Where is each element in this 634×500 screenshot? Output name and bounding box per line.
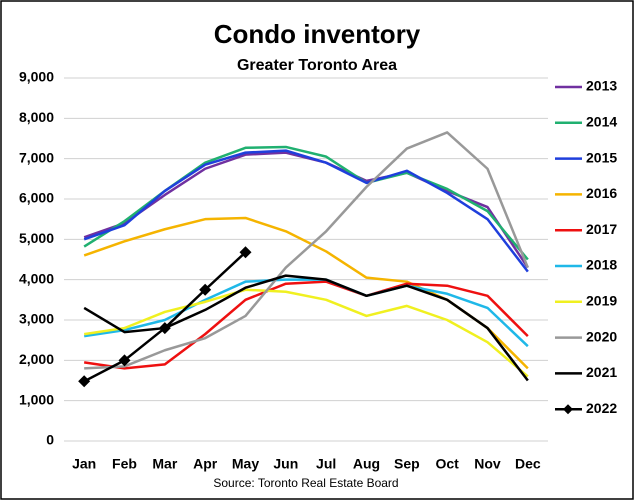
y-tick-label: 0 bbox=[46, 432, 54, 448]
x-tick-label: Sep bbox=[394, 456, 420, 472]
chart-subtitle: Greater Toronto Area bbox=[237, 57, 397, 74]
y-tick-label: 7,000 bbox=[19, 149, 54, 165]
y-tick-label: 4,000 bbox=[19, 270, 54, 286]
point-marker bbox=[199, 283, 212, 296]
legend-label: 2014 bbox=[586, 114, 617, 130]
x-tick-label: Dec bbox=[515, 456, 541, 472]
y-tick-label: 9,000 bbox=[19, 69, 54, 85]
legend-label: 2022 bbox=[586, 400, 617, 416]
y-tick-label: 3,000 bbox=[19, 311, 54, 327]
point-marker bbox=[158, 322, 171, 335]
x-tick-label: Feb bbox=[112, 456, 137, 472]
chart-title: Condo inventory bbox=[214, 19, 421, 49]
x-tick-label: Jan bbox=[72, 456, 96, 472]
point-marker bbox=[118, 354, 131, 367]
y-tick-label: 8,000 bbox=[19, 109, 54, 125]
legend-label: 2015 bbox=[586, 149, 617, 165]
legend-marker bbox=[563, 404, 573, 415]
x-tick-label: Nov bbox=[474, 456, 501, 472]
y-tick-label: 2,000 bbox=[19, 351, 54, 367]
series-line bbox=[83, 280, 529, 370]
x-tick-label: Jul bbox=[316, 456, 336, 472]
source-note: Source: Toronto Real Estate Board bbox=[213, 476, 398, 490]
series-line bbox=[84, 131, 529, 370]
legend-label: 2019 bbox=[586, 293, 617, 309]
x-tick-label: May bbox=[232, 456, 259, 472]
y-tick-label: 6,000 bbox=[19, 190, 54, 206]
legend-label: 2013 bbox=[586, 78, 617, 94]
point-marker bbox=[78, 375, 91, 388]
series-line bbox=[83, 288, 529, 378]
x-tick-label: Oct bbox=[435, 456, 459, 472]
point-marker bbox=[239, 246, 252, 259]
legend-label: 2020 bbox=[586, 328, 617, 344]
x-tick-label: Jun bbox=[273, 456, 298, 472]
legend-label: 2018 bbox=[586, 257, 617, 273]
x-tick-label: Mar bbox=[152, 456, 177, 472]
legend-label: 2017 bbox=[586, 221, 617, 237]
series-line bbox=[83, 278, 529, 348]
y-tick-label: 5,000 bbox=[19, 230, 54, 246]
legend-label: 2021 bbox=[586, 364, 617, 380]
y-tick-label: 1,000 bbox=[19, 391, 54, 407]
series-line bbox=[83, 149, 529, 273]
x-tick-label: Apr bbox=[193, 456, 218, 472]
x-tick-label: Aug bbox=[353, 456, 380, 472]
legend-label: 2016 bbox=[586, 185, 617, 201]
series-line bbox=[83, 274, 529, 382]
